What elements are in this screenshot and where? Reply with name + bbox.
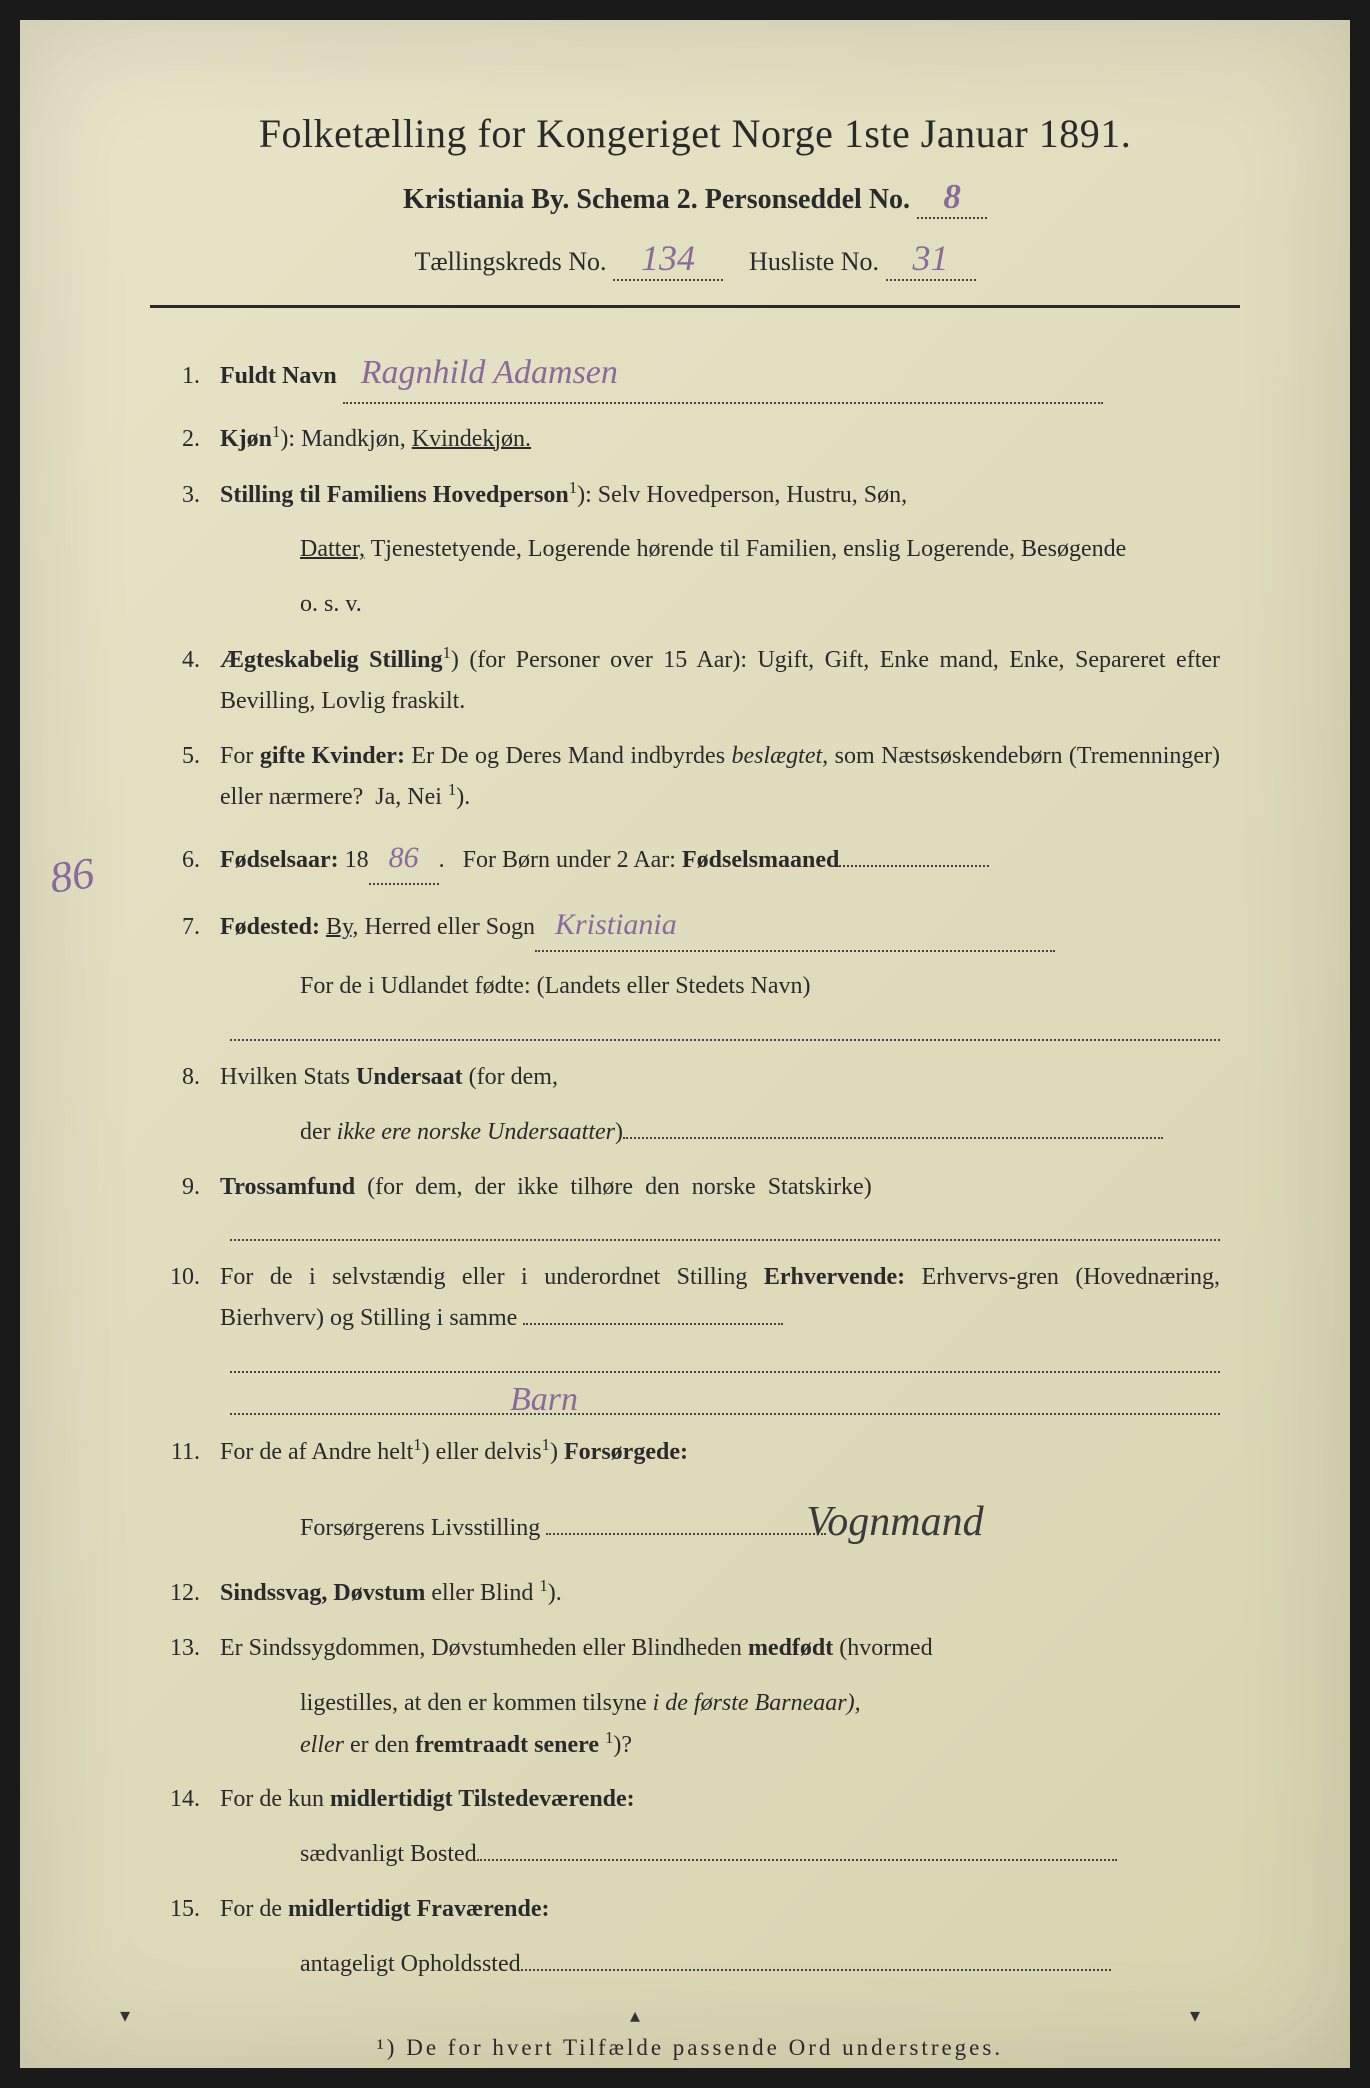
row-2: 2. Kjøn1): Mandkjøn, Kvindekjøn.: [160, 418, 1220, 460]
taellingskreds-no: 134: [613, 237, 723, 281]
r3-rest: ): Selv Hovedperson, Hustru, Søn,: [577, 482, 907, 508]
row-12: 12. Sindssvag, Døvstum eller Blind 1).: [160, 1572, 1220, 1614]
row-7: 7. Fødested: By, Herred eller SognKristi…: [160, 899, 1220, 952]
r5-text: For gifte Kvinder: Er De og Deres Mand i…: [220, 736, 1220, 819]
row-14: 14. For de kun midlertidigt Tilstedevære…: [160, 1779, 1220, 1820]
kjon-options: ): Mandkjøn,: [280, 426, 411, 452]
personseddel-no: 8: [917, 177, 987, 219]
forsorger-label: Forsørgerens Livsstilling: [300, 1515, 540, 1541]
husliste-label: Husliste No.: [749, 247, 879, 276]
num-8: 8.: [160, 1057, 220, 1098]
census-form-page: 86 Folketælling for Kongeriget Norge 1st…: [20, 20, 1350, 2068]
r14-text: For de kun midlertidigt Tilstedeværende:: [220, 1779, 1220, 1820]
forsorger-value: Vognmand: [806, 1499, 983, 1545]
opholdssted-blank: [521, 1969, 1111, 1971]
undersaat-blank: [623, 1137, 1163, 1139]
erhverv-blank1: [523, 1323, 783, 1325]
pin-mark-right: ▾: [1190, 2003, 1200, 2028]
pin-mark-left: ▾: [120, 2003, 130, 2028]
row-10-blank-line1: [230, 1353, 1220, 1373]
bosted-blank: [477, 1859, 1117, 1861]
husliste-no: 31: [886, 237, 976, 281]
birth-year: 86: [369, 832, 439, 885]
row-4: 4. Ægteskabelig Stilling1) (for Personer…: [160, 639, 1220, 722]
label-kjon: Kjøn: [220, 426, 272, 452]
r12-text: Sindssvag, Døvstum eller Blind 1).: [220, 1572, 1220, 1614]
row-9-blank-line: [230, 1221, 1220, 1241]
row-7-cont: For de i Udlandet fødte: (Landets eller …: [160, 966, 1220, 1007]
num-9: 9.: [160, 1167, 220, 1208]
num-13: 13.: [160, 1628, 220, 1669]
label-aegteskab: Ægteskabelig Stilling: [220, 647, 442, 673]
row-1: 1. Fuldt Navn Ragnhild Adamsen: [160, 344, 1220, 404]
row-13: 13. Er Sindssygdommen, Døvstumheden elle…: [160, 1628, 1220, 1669]
row-6: 6. Fødselsaar: 1886. For Børn under 2 Aa…: [160, 832, 1220, 885]
num-5: 5.: [160, 736, 220, 777]
row-15-cont: antageligt Opholdssted: [160, 1944, 1220, 1985]
num-14: 14.: [160, 1779, 220, 1820]
header-divider: [150, 305, 1240, 308]
num-10: 10.: [160, 1257, 220, 1298]
row-3-cont: Datter, Tjenestetyende, Logerende hørend…: [160, 529, 1220, 570]
row-3: 3. Stilling til Familiens Hovedperson1):…: [160, 474, 1220, 516]
label-stilling: Stilling til Familiens Hovedperson: [220, 482, 569, 508]
num-15: 15.: [160, 1889, 220, 1930]
num-7: 7.: [160, 907, 220, 948]
row-11-cont: Forsørgerens Livsstilling Vognmand: [160, 1487, 1220, 1558]
r15-text: For de midlertidigt Fraværende:: [220, 1889, 1220, 1930]
row-11: 11. For de af Andre helt1) eller delvis1…: [160, 1431, 1220, 1473]
main-title: Folketælling for Kongeriget Norge 1ste J…: [150, 110, 1240, 157]
row-7-blank-line: [230, 1021, 1220, 1041]
pin-mark-center: ▴: [630, 2003, 640, 2028]
row-9: 9. Trossamfund (for dem, der ikke tilhør…: [160, 1167, 1220, 1208]
num-4: 4.: [160, 640, 220, 681]
taellingskreds-label: Tællingskreds No.: [414, 247, 606, 276]
third-line: Tællingskreds No. 134 Husliste No. 31: [150, 237, 1240, 281]
bosted-label: sædvanligt Bosted: [300, 1841, 477, 1867]
row-13-cont: ligestilles, at den er kommen tilsyne i …: [160, 1683, 1220, 1766]
row-14-cont: sædvanligt Bosted: [160, 1834, 1220, 1875]
form-header: Folketælling for Kongeriget Norge 1ste J…: [150, 110, 1240, 281]
row-10-blank-line2: Barn: [230, 1389, 1220, 1415]
num-6: 6.: [160, 840, 220, 881]
birth-month-blank: [839, 865, 989, 867]
opholdssted-label: antageligt Opholdssted: [300, 1951, 521, 1977]
num-11: 11.: [160, 1432, 220, 1473]
sub-prefix: Kristiania By. Schema 2. Personseddel No…: [403, 184, 910, 215]
margin-annotation: 86: [47, 847, 98, 904]
forsorger-blank: [546, 1533, 826, 1535]
num-3: 3.: [160, 475, 220, 516]
label-fuldt-navn: Fuldt Navn: [220, 363, 337, 389]
row-3-osv: o. s. v.: [160, 584, 1220, 625]
row-8-cont: der ikke ere norske Undersaatter): [160, 1112, 1220, 1153]
kvindekjon-underlined: Kvindekjøn.: [412, 426, 531, 452]
r13-text: Er Sindssygdommen, Døvstumheden eller Bl…: [220, 1628, 1220, 1669]
r9-text: Trossamfund (for dem, der ikke tilhøre d…: [220, 1167, 1220, 1208]
row-5: 5. For gifte Kvinder: Er De og Deres Man…: [160, 736, 1220, 819]
birthplace: Kristiania: [535, 899, 1055, 952]
r11-text: For de af Andre helt1) eller delvis1) Fo…: [220, 1431, 1220, 1473]
row-10: 10. For de i selvstændig eller i underor…: [160, 1257, 1220, 1339]
num-1: 1.: [160, 356, 220, 397]
num-2: 2.: [160, 419, 220, 460]
form-body: 1. Fuldt Navn Ragnhild Adamsen 2. Kjøn1)…: [150, 344, 1240, 2061]
row-8: 8. Hvilken Stats Undersaat (for dem,: [160, 1057, 1220, 1098]
fullname-value: Ragnhild Adamsen: [343, 344, 1103, 404]
r10-text: For de i selvstændig eller i underordnet…: [220, 1257, 1220, 1339]
r10-handwritten: Barn: [510, 1381, 578, 1419]
row-15: 15. For de midlertidigt Fraværende:: [160, 1889, 1220, 1930]
num-12: 12.: [160, 1573, 220, 1614]
datter-underlined: Datter,: [300, 536, 365, 562]
subtitle-line: Kristiania By. Schema 2. Personseddel No…: [150, 177, 1240, 219]
